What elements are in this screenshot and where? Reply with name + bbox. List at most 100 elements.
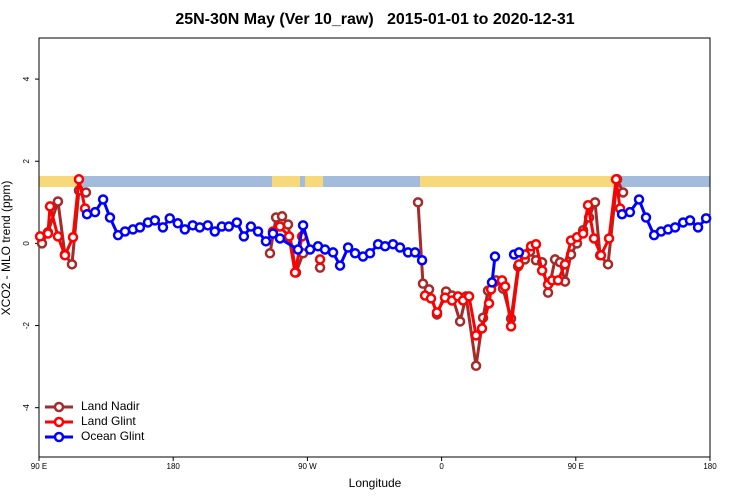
data-point <box>342 242 354 253</box>
data-point <box>104 212 116 223</box>
x-axis-label: Longitude <box>349 476 402 490</box>
series-line <box>40 177 625 368</box>
data-point <box>283 231 295 242</box>
data-point <box>89 206 101 218</box>
data-point <box>536 265 548 276</box>
data-point <box>67 231 79 243</box>
data-point <box>684 215 696 226</box>
data-point <box>412 197 424 208</box>
data-point <box>327 247 339 258</box>
data-point <box>292 244 304 255</box>
legend-label: Land Nadir <box>81 399 140 413</box>
data-point <box>470 360 482 372</box>
data-point <box>669 222 681 233</box>
data-point <box>409 247 421 258</box>
data-point <box>513 259 525 270</box>
data-point <box>73 174 85 185</box>
data-point <box>238 231 250 242</box>
data-point <box>59 250 71 261</box>
data-point <box>425 293 437 304</box>
x-tick-label: 90 E <box>31 462 47 471</box>
data-point <box>476 323 488 334</box>
data-point <box>513 247 525 258</box>
data-point <box>209 226 221 237</box>
data-point <box>463 291 475 302</box>
data-point <box>134 222 146 233</box>
data-point <box>416 254 428 266</box>
x-tick-label: 90 E <box>568 462 584 471</box>
data-point <box>364 248 376 259</box>
land-band <box>420 176 616 187</box>
data-point <box>633 194 645 205</box>
land-band <box>39 176 82 187</box>
x-tick-label: 180 <box>167 462 181 471</box>
legend-label: Land Glint <box>81 414 136 428</box>
y-axis-label: XCO2 - MLO trend (ppm) <box>0 181 13 316</box>
data-point <box>289 267 301 278</box>
data-point <box>319 244 331 255</box>
y-tick-label: -2 <box>22 321 31 329</box>
y-tick-label: 0 <box>22 241 31 246</box>
data-point <box>179 224 191 235</box>
data-point <box>499 281 511 292</box>
legend-marker <box>53 401 65 413</box>
legend-marker <box>53 416 65 428</box>
data-point <box>577 228 589 239</box>
data-point <box>483 298 495 309</box>
data-point <box>489 251 501 262</box>
data-point <box>264 248 276 259</box>
data-point <box>602 259 614 270</box>
data-point <box>552 275 564 286</box>
data-point <box>267 228 279 239</box>
data-point <box>276 211 288 222</box>
x-tick-label: 180 <box>703 462 717 471</box>
data-point <box>394 242 406 253</box>
data-point <box>582 199 594 211</box>
x-tick-label: 90 W <box>298 462 317 471</box>
data-point <box>260 236 272 247</box>
data-point <box>194 222 205 233</box>
data-point <box>610 174 622 185</box>
data-point <box>692 222 704 233</box>
data-point <box>431 307 443 318</box>
legend-label: Ocean Glint <box>81 429 145 443</box>
data-point <box>314 254 326 265</box>
data-point <box>223 221 235 232</box>
ocean-band <box>39 176 710 187</box>
y-tick-label: 2 <box>22 158 31 163</box>
data-point <box>157 222 169 233</box>
data-point <box>252 226 264 237</box>
data-point <box>588 233 600 244</box>
data-point <box>505 321 517 332</box>
data-point <box>417 278 429 289</box>
data-point <box>245 221 257 232</box>
data-point <box>44 201 56 212</box>
data-point <box>314 262 326 273</box>
data-point <box>595 250 607 261</box>
data-point <box>66 259 78 270</box>
land-band <box>272 176 300 187</box>
legend-marker <box>53 431 65 443</box>
data-point <box>470 330 482 341</box>
data-point <box>42 228 54 239</box>
data-point <box>172 218 184 229</box>
data-point <box>700 213 712 224</box>
data-point <box>97 194 109 205</box>
y-tick-label: -4 <box>22 404 31 412</box>
data-point <box>603 233 615 244</box>
data-point <box>530 238 542 250</box>
x-tick-label: 0 <box>439 462 444 471</box>
data-point <box>81 208 93 220</box>
chart-title: 25N-30N May (Ver 10_raw) 2015-01-01 to 2… <box>175 11 574 28</box>
data-point <box>164 213 176 224</box>
land-band <box>305 176 323 187</box>
data-point <box>52 231 64 242</box>
surface-band <box>39 176 710 187</box>
data-point <box>149 215 161 226</box>
data-point <box>624 206 636 218</box>
data-point <box>52 196 64 207</box>
data-point <box>297 220 309 231</box>
data-point <box>454 316 466 327</box>
